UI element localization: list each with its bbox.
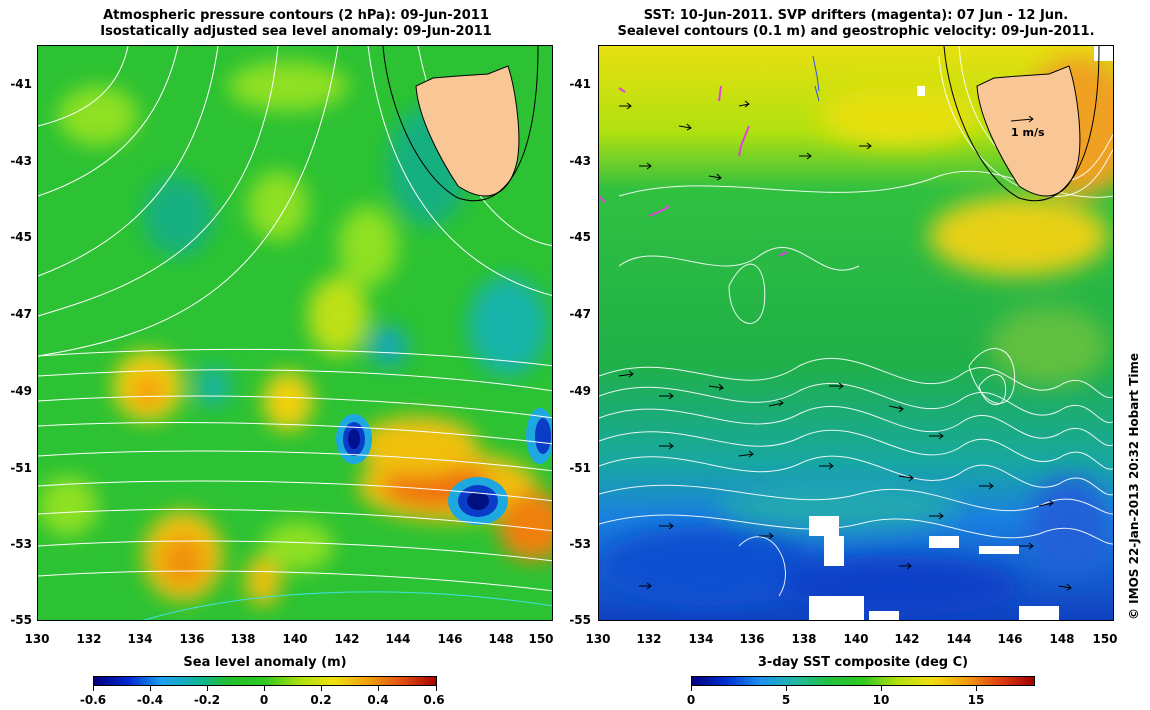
cb-tickmark (691, 686, 692, 691)
right-ytick: -49 (569, 384, 591, 398)
right-title-line2: Sealevel contours (0.1 m) and geostrophi… (617, 24, 1095, 39)
right-title: SST: 10-Jun-2011. SVP drifters (magenta)… (598, 8, 1114, 40)
right-ytick: -45 (569, 230, 591, 244)
cb-tickmark (321, 686, 322, 691)
left-cb-tick: -0.4 (136, 693, 164, 707)
left-cb-tick: -0.2 (193, 693, 221, 707)
cb-tickmark (207, 686, 208, 691)
left-ytick: -45 (10, 230, 32, 244)
left-cb-tick: 0 (259, 693, 269, 707)
sst-svg (599, 46, 1113, 620)
anomaly-eddies (336, 408, 552, 525)
sea-level-anomaly-svg (38, 46, 552, 620)
cb-tickmark (786, 686, 787, 691)
left-xtick: 142 (334, 632, 360, 646)
right-ytick: -51 (569, 461, 591, 475)
right-ytick: -41 (569, 77, 591, 91)
svp-drifter-tracks (599, 85, 788, 257)
left-xtick: 138 (230, 632, 256, 646)
right-colorbar-label: 3-day SST composite (deg C) (757, 655, 969, 670)
right-xtick: 150 (1092, 632, 1118, 646)
left-ytick: -49 (10, 384, 32, 398)
right-cb-tick: 0 (686, 693, 696, 707)
geostrophic-velocity-arrows (618, 100, 1072, 591)
right-xtick: 140 (843, 632, 869, 646)
sealevel-contours (599, 46, 1113, 597)
right-xtick: 146 (997, 632, 1023, 646)
right-xtick: 142 (894, 632, 920, 646)
right-cb-tick: 5 (781, 693, 791, 707)
left-cb-tick: 0.4 (367, 693, 389, 707)
right-cb-tick: 10 (872, 693, 890, 707)
right-xtick: 144 (946, 632, 972, 646)
left-xtick: 140 (282, 632, 308, 646)
right-cb-tick: 15 (967, 693, 985, 707)
left-ytick: -55 (10, 613, 32, 627)
left-cb-tick: 0.6 (423, 693, 445, 707)
left-title-line1: Atmospheric pressure contours (2 hPa): 0… (103, 8, 489, 23)
sst-colorbar (691, 676, 1035, 686)
sea-level-colorbar (93, 676, 437, 686)
left-title: Atmospheric pressure contours (2 hPa): 0… (38, 8, 554, 40)
cb-tickmark (150, 686, 151, 691)
cloud-gaps (809, 46, 1113, 620)
left-colorbar-label: Sea level anomaly (m) (183, 655, 347, 670)
left-xtick: 130 (24, 632, 50, 646)
right-ytick: -53 (569, 537, 591, 551)
cb-tickmark (436, 686, 437, 691)
left-title-line2: Isostatically adjusted sea level anomaly… (100, 24, 492, 39)
left-xtick: 146 (437, 632, 463, 646)
cb-tickmark (93, 686, 94, 691)
left-xtick: 150 (528, 632, 554, 646)
right-xtick: 138 (791, 632, 817, 646)
cb-tickmark (264, 686, 265, 691)
anomaly-field (38, 61, 552, 606)
left-xtick: 136 (179, 632, 205, 646)
left-ytick: -47 (10, 307, 32, 321)
sst-map: 1 m/s (598, 45, 1114, 621)
left-ytick: -51 (10, 461, 32, 475)
left-xtick: 134 (127, 632, 153, 646)
right-xtick: 136 (739, 632, 765, 646)
velocity-scale-label: 1 m/s (1011, 126, 1045, 139)
drifter-blue-tracks (812, 55, 820, 102)
right-ytick: -47 (569, 307, 591, 321)
sst-field (599, 56, 1113, 616)
right-xtick: 132 (636, 632, 662, 646)
velocity-scale-arrow (1010, 115, 1034, 123)
left-cb-tick: 0.2 (310, 693, 332, 707)
left-xtick: 144 (385, 632, 411, 646)
cb-tickmark (378, 686, 379, 691)
sea-level-anomaly-map (37, 45, 553, 621)
right-title-line1: SST: 10-Jun-2011. SVP drifters (magenta)… (643, 8, 1069, 23)
left-ytick: -41 (10, 77, 32, 91)
right-xtick: 130 (585, 632, 611, 646)
right-xtick: 148 (1049, 632, 1075, 646)
left-cb-tick: -0.6 (79, 693, 107, 707)
right-xtick: 134 (688, 632, 714, 646)
pressure-contours (38, 46, 552, 620)
imos-credit: © IMOS 22-Jan-2013 20:32 Hobart Time (1127, 352, 1141, 620)
left-ytick: -43 (10, 154, 32, 168)
left-ytick: -53 (10, 537, 32, 551)
left-xtick: 148 (488, 632, 514, 646)
tasmania-shape-right (943, 46, 1100, 202)
right-ytick: -55 (569, 613, 591, 627)
left-xtick: 132 (76, 632, 102, 646)
cb-tickmark (881, 686, 882, 691)
right-ytick: -43 (569, 154, 591, 168)
tasmania-shape (382, 46, 539, 202)
cb-tickmark (976, 686, 977, 691)
